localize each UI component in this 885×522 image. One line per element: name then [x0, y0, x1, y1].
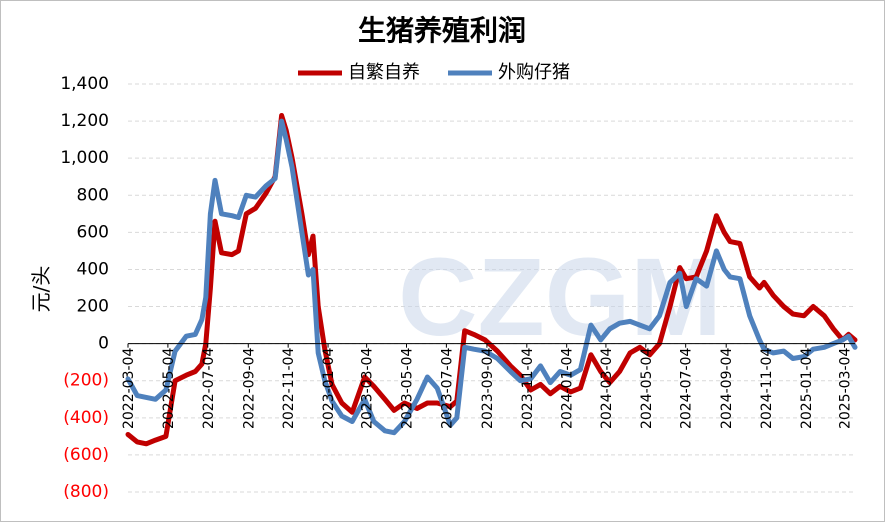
x-tick-label: 2023-01-04	[321, 348, 337, 429]
x-tick-label: 2024-05-04	[639, 348, 655, 429]
x-tick-label: 2025-03-04	[838, 348, 854, 429]
x-tick-label: 2023-07-04	[439, 348, 455, 429]
x-tick-label: 2024-11-04	[759, 348, 775, 429]
x-tick-label: 2022-07-04	[201, 348, 217, 429]
y-tick-label: 800	[77, 185, 109, 205]
watermark-text: CZGM	[398, 236, 722, 359]
series-lines	[125, 113, 858, 447]
series-line-1	[125, 118, 858, 436]
x-tick-label: 2022-03-04	[121, 348, 137, 429]
y-tick-label: 1,000	[60, 148, 109, 168]
x-tick-label: 2025-01-04	[799, 348, 815, 429]
gridlines	[128, 83, 855, 493]
x-tick-label: 2023-11-04	[520, 348, 536, 429]
y-tick-label: 1,400	[60, 74, 109, 94]
x-axis-ticks: 2022-03-04 2022-05-04 2022-07-04 2022-09-04…	[121, 343, 854, 429]
x-tick-label: 2023-05-04	[400, 348, 416, 429]
legend-label-self-breeding: 自繁自养	[348, 62, 420, 83]
y-tick-label: 0	[98, 334, 109, 354]
x-tick-label: 2024-07-04	[679, 348, 695, 429]
y-axis-label: 元/头	[29, 266, 53, 313]
x-tick-label: 2022-11-04	[281, 348, 297, 429]
x-tick-label: 2024-09-04	[719, 348, 735, 429]
y-tick-label: (200)	[63, 371, 109, 391]
legend-label-purchased-piglets: 外购仔猪	[498, 62, 570, 83]
y-tick-label: (400)	[63, 408, 109, 428]
x-tick-label: 2023-09-04	[480, 348, 496, 429]
legend: 自繁自养 外购仔猪	[298, 62, 570, 83]
y-tick-label: 1,200	[60, 111, 109, 131]
x-tick-label: 2024-01-04	[560, 348, 576, 429]
y-tick-label: 200	[77, 297, 109, 317]
y-tick-label: 600	[77, 222, 109, 242]
x-tick-label: 2022-05-04	[161, 348, 177, 429]
y-tick-label: (600)	[63, 445, 109, 465]
series-line-0	[125, 113, 858, 447]
y-axis-ticks: 1,400 1,200 1,000 800 600 400 200 0 (200) (400) (6…	[60, 74, 109, 502]
x-tick-label: 2022-09-04	[241, 348, 257, 429]
y-tick-label: 400	[77, 259, 109, 279]
x-tick-label: 2023-03-04	[360, 348, 376, 429]
y-tick-label: (800)	[63, 482, 109, 502]
chart-title: 生猪养殖利润	[358, 14, 526, 47]
x-tick-label: 2024-03-04	[599, 348, 615, 429]
